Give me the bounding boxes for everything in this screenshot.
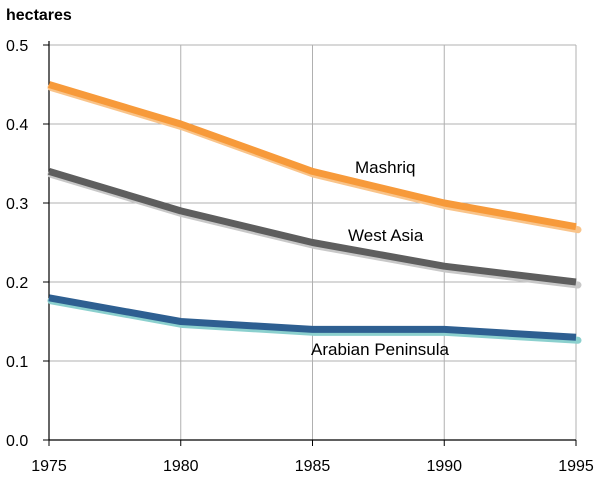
x-tick-label: 1980 (163, 458, 199, 475)
chart-labels: Mashriq West Asia Arabian Peninsula (311, 158, 450, 359)
series-shadow-west-asia (47, 170, 582, 289)
x-tick-label: 1985 (295, 458, 331, 475)
series-line-arabian-peninsula (48, 294, 577, 341)
y-tick-label: 0.5 (6, 38, 28, 55)
x-tick-label: 1990 (426, 458, 462, 475)
series-line-mashriq (47, 81, 577, 231)
x-tick-label: 1975 (31, 458, 67, 475)
y-tick-label: 0.3 (6, 196, 28, 213)
series-line-west-asia (47, 168, 577, 286)
y-tick-label: 0.4 (6, 117, 28, 134)
chart-axes: 0.0 0.1 0.2 0.3 0.4 0.5 1975 1980 1985 1990 1995 (6, 38, 594, 475)
series-label-arabian-peninsula: Arabian Peninsula (311, 340, 450, 359)
y-tick-label: 0.1 (6, 354, 28, 371)
y-axis-label: hectares (6, 7, 72, 24)
y-tick-label: 0.0 (6, 433, 28, 450)
series-label-mashriq: Mashriq (355, 158, 415, 177)
x-tick-label: 1995 (558, 458, 594, 475)
series-label-west-asia: West Asia (348, 226, 424, 245)
y-tick-label: 0.2 (6, 275, 28, 292)
chart-series (47, 81, 582, 344)
